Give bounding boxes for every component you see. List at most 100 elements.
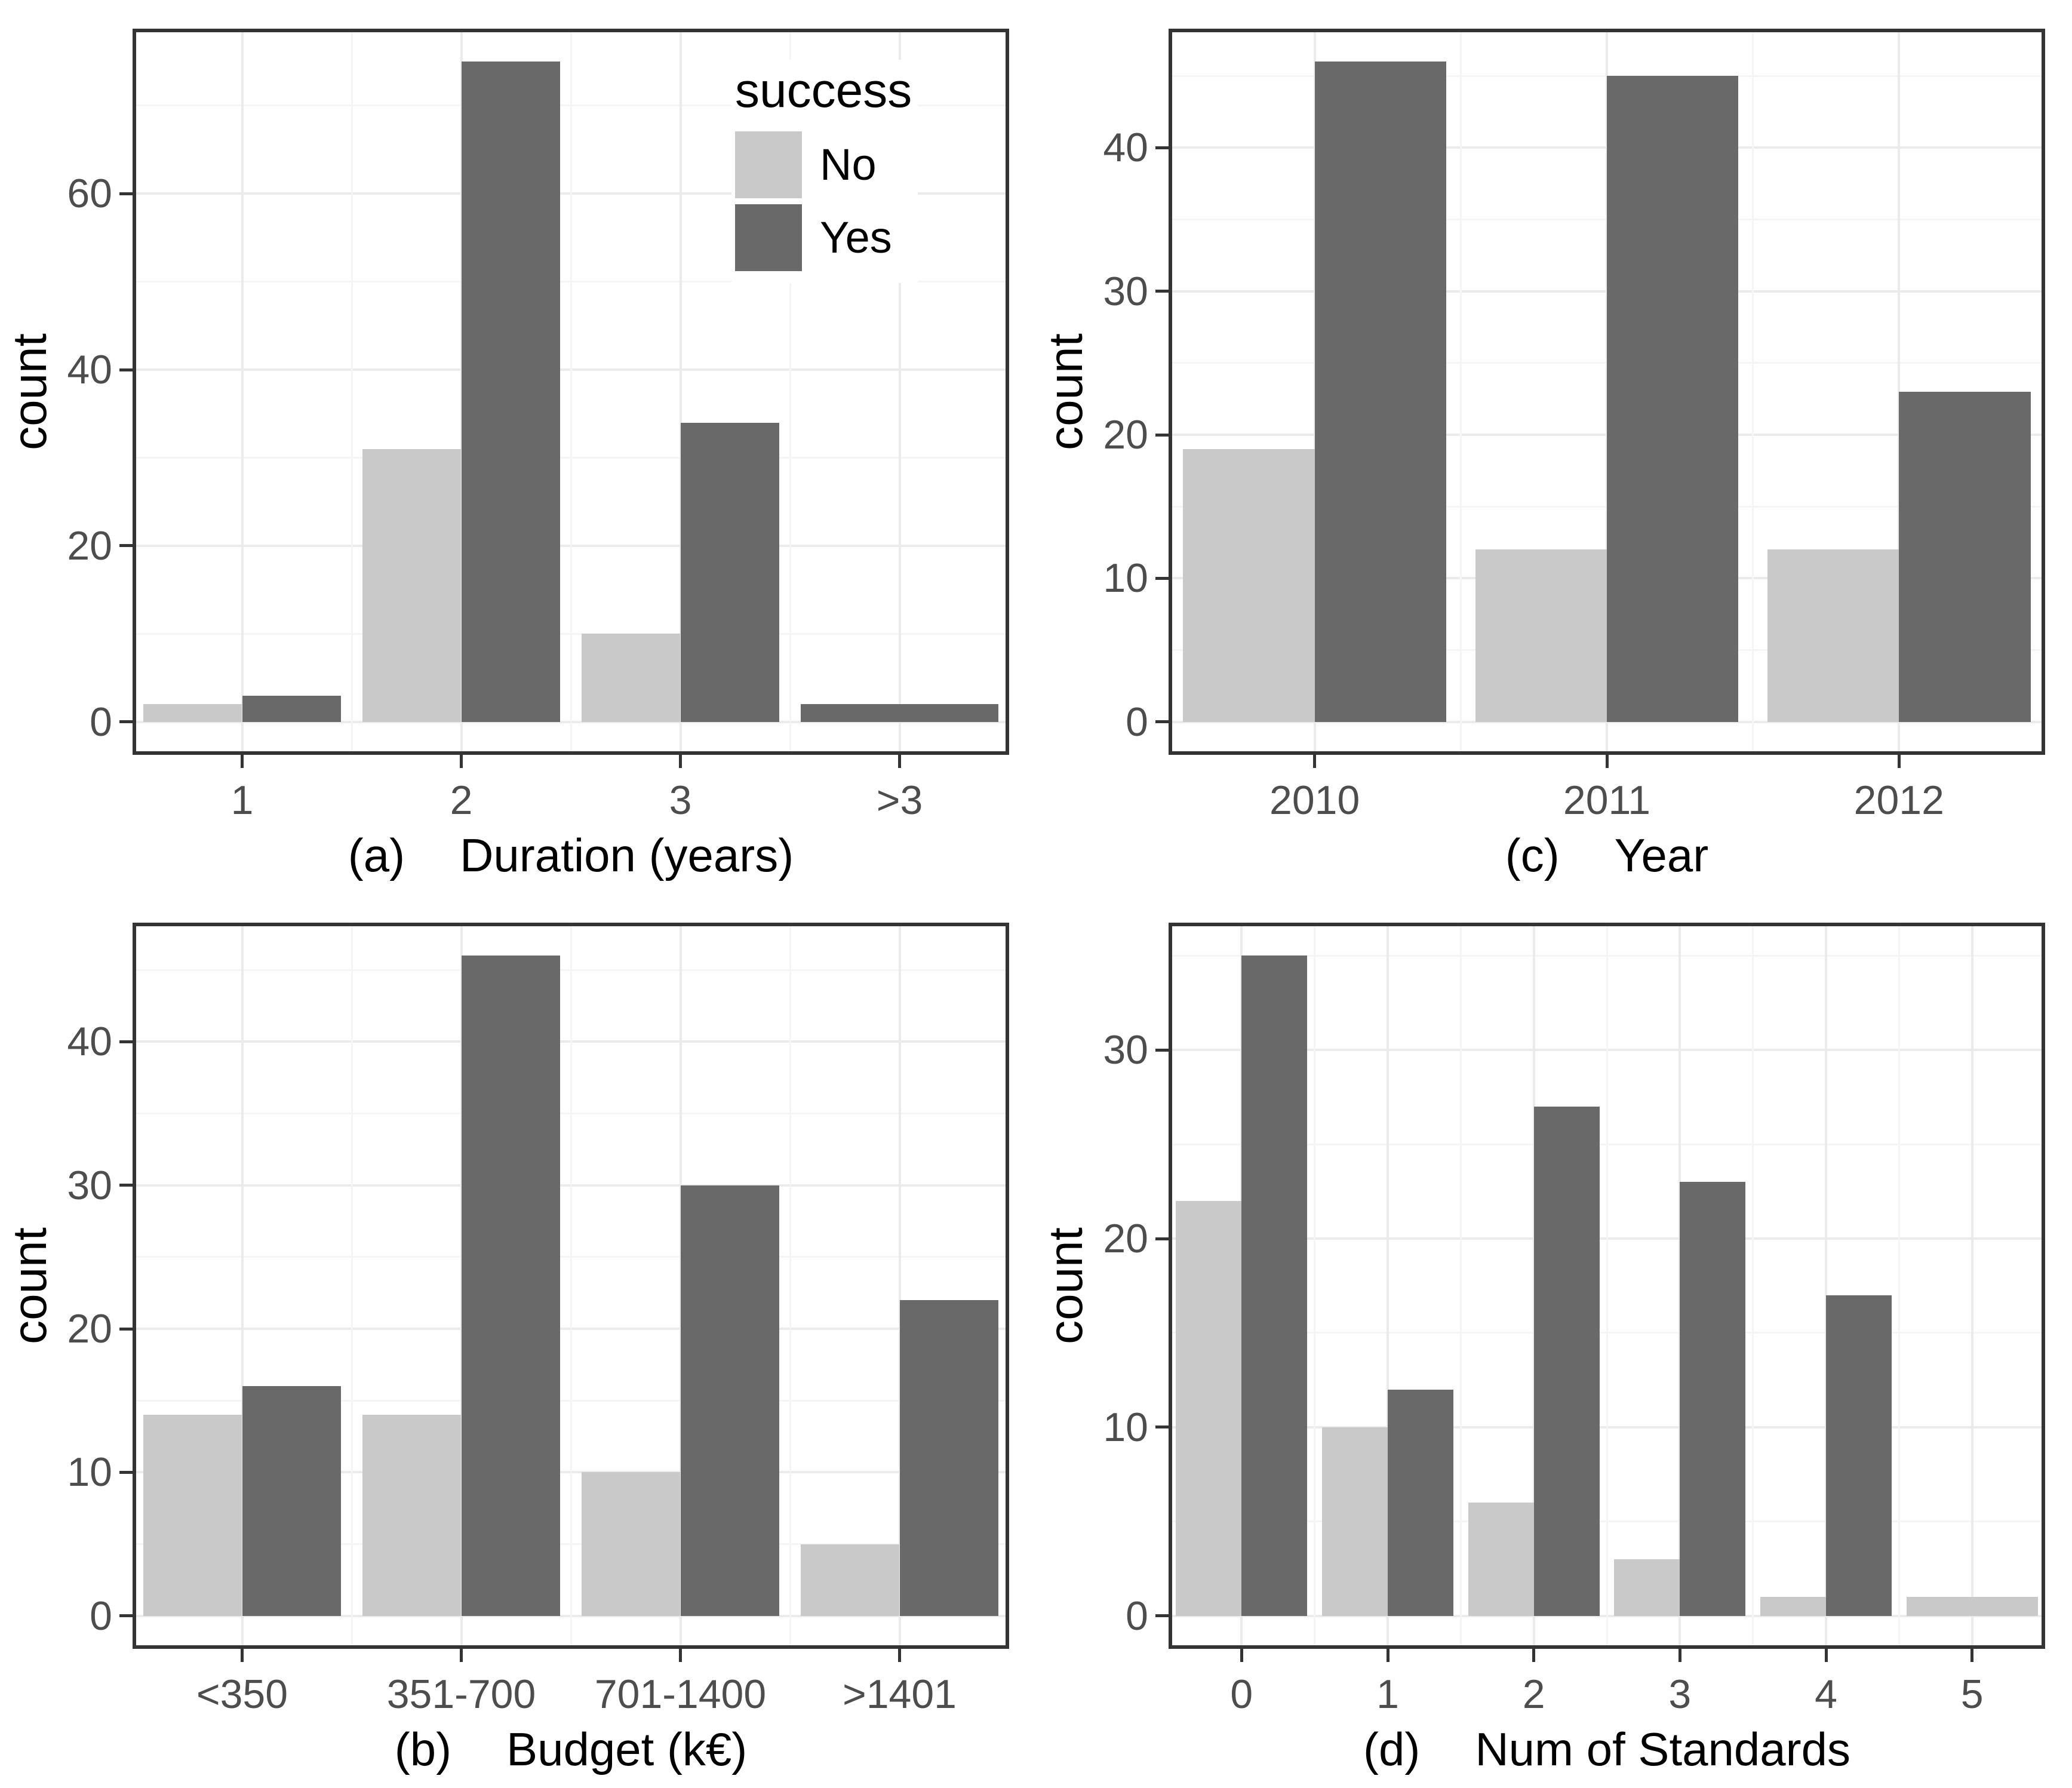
y-tick-label: 20 [67,1306,112,1352]
y-tick-mark [119,368,133,371]
x-tick-label: 701-1400 [594,1672,767,1717]
panel-b-budget: 0 10 20 30 40 <350 351-700 701-1400 >1401 (b) Budg… [0,894,1036,1788]
x-tick-label: 5 [1960,1672,1984,1717]
bar-no-2012 [1767,549,1899,722]
y-axis-title: count [3,333,56,450]
gridline-v-major [679,29,682,755]
y-tick-label: 0 [1126,1593,1148,1639]
gridline-v-minor [1606,923,1608,1649]
bar-yes->1401 [899,1300,998,1616]
panel-caption: (c) Year [1169,830,2045,880]
x-tick-label: >1401 [843,1672,957,1717]
bar-yes-2012 [1899,392,2031,722]
x-tick-label: 2011 [1563,778,1651,823]
x-tick-mark [898,755,901,768]
panel-caption: (a) Duration (years) [133,830,1009,880]
legend: success No Yes [731,60,918,283]
x-tick-label: 1 [230,778,254,823]
panel-caption-prefix: (a) [348,829,405,881]
y-tick-label: 20 [1103,412,1148,458]
panel-caption-label: Num of Standards [1475,1723,1850,1775]
y-tick-mark [1155,433,1169,437]
x-tick-mark [1386,1649,1389,1662]
y-tick-mark [119,1040,133,1043]
x-tick-mark [679,755,682,768]
y-tick-label: 0 [90,1593,112,1639]
y-tick-label: 30 [1103,1027,1148,1073]
gridline-v-minor [351,29,353,755]
x-tick-label: 351-700 [386,1672,536,1717]
bar-no-0 [1176,1200,1242,1616]
legend-swatch-yes [735,204,802,271]
y-axis-title: count [3,1227,56,1344]
legend-label-no: No [820,140,877,189]
bar-no-3 [1614,1559,1680,1616]
gridline-v-major [1970,923,1973,1649]
legend-label-yes: Yes [820,213,892,262]
bar-no-3 [582,634,681,722]
legend-swatch-no [735,131,802,198]
x-tick-mark [241,1649,244,1662]
x-tick-mark [241,755,244,768]
gridline-v-major [898,923,901,1649]
gridline-v-minor [789,29,791,755]
panel-caption-label: Year [1614,829,1709,881]
bar-yes-3 [1680,1182,1746,1616]
gridline-v-minor [570,923,572,1649]
panel-caption-label: Duration (years) [460,829,794,881]
x-tick-label: 3 [669,778,692,823]
panel-caption-prefix: (c) [1505,829,1560,881]
bar-yes->3 [801,704,998,722]
bar-yes-1 [242,695,341,722]
x-tick-mark [1897,755,1901,768]
bar-yes-4 [1826,1295,1892,1616]
x-tick-mark [1824,1649,1828,1662]
y-tick-mark [1155,1048,1169,1052]
x-tick-mark [460,755,463,768]
bar-no->1401 [801,1544,900,1616]
gridline-v-minor [789,923,791,1649]
x-tick-mark [1970,1649,1974,1662]
bar-no-1 [1321,1427,1388,1616]
y-axis-title: count [1039,333,1092,450]
x-tick-mark [1678,1649,1681,1662]
panel-caption-prefix: (d) [1363,1723,1421,1775]
y-tick-mark [1155,290,1169,293]
y-tick-mark [1155,1237,1169,1240]
bar-no-2011 [1475,549,1607,722]
y-tick-label: 0 [1126,699,1148,745]
y-tick-mark [1155,146,1169,149]
panel-caption-label: Budget (k€) [506,1723,748,1775]
gridline-v-minor [570,29,572,755]
y-tick-mark [119,720,133,724]
y-tick-mark [119,1184,133,1187]
gridline-v-minor [1459,29,1462,755]
gridline-v-minor [1459,923,1462,1649]
y-tick-label: 10 [1103,555,1148,601]
x-tick-label: 4 [1815,1672,1837,1717]
y-tick-mark [1155,576,1169,580]
panel-caption-prefix: (b) [394,1723,452,1775]
bar-no-2 [362,448,462,722]
panel-caption: (b) Budget (k€) [133,1724,1009,1774]
bar-yes-2011 [1607,76,1739,722]
bar-no-351-700 [362,1415,462,1616]
bar-yes-3 [680,422,779,722]
x-tick-label: 2 [1522,1672,1545,1717]
bar-no-2010 [1183,449,1315,722]
y-tick-mark [119,1470,133,1474]
gridline-v-major [1387,923,1389,1649]
gridline-v-minor [1752,29,1754,755]
x-tick-mark [1605,755,1609,768]
panel-caption: (d) Num of Standards [1169,1724,2045,1774]
x-tick-mark [1532,1649,1536,1662]
legend-item-no: No [735,131,912,198]
y-tick-mark [119,1614,133,1618]
y-tick-label: 40 [1103,125,1148,171]
y-tick-label: 30 [67,1162,112,1208]
legend-title: success [735,63,912,118]
bar-yes-701-1400 [680,1185,779,1616]
bar-yes-<350 [242,1386,341,1616]
panel-c-year: 0 10 20 30 40 2010 2011 2012 (c) Year count [1036,0,2072,894]
bar-yes-351-700 [461,956,560,1616]
